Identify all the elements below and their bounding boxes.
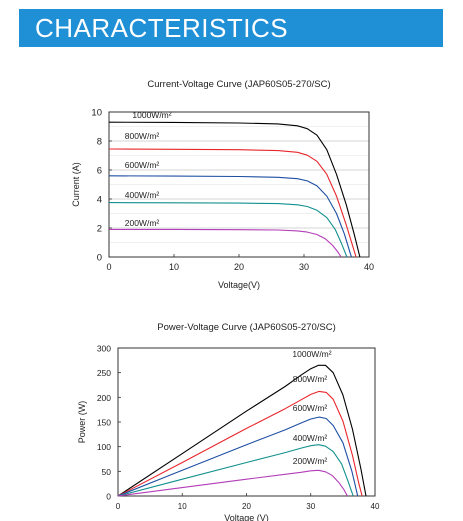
page-title: CHARACTERISTICS	[35, 13, 289, 43]
series-line-4	[117, 469, 348, 497]
x-tick-label: 40	[364, 262, 374, 272]
x-tick-label: 10	[169, 262, 179, 272]
y-tick-label: 50	[102, 467, 112, 477]
power-voltage-chart: Power-Voltage Curve (JAP60S05-270/SC) 0 10…	[77, 322, 380, 521]
x-tick-label: 30	[299, 262, 309, 272]
y-tick-label: 300	[97, 344, 111, 354]
x-tick-label: 20	[234, 262, 244, 272]
series-line-3	[108, 202, 348, 258]
y-tick-label: 8	[97, 137, 102, 148]
x-tick-label: 40	[371, 502, 380, 511]
header-banner: CHARACTERISTICS	[19, 9, 443, 47]
series-label: 200W/m²	[125, 218, 160, 228]
series-label: 1000W/m²	[132, 110, 171, 120]
y-axis-label: Current (A)	[71, 162, 81, 207]
series-label: 1000W/m²	[292, 349, 331, 359]
x-axis-label: Voltage(V)	[218, 280, 260, 290]
series-line-1	[117, 390, 363, 497]
x-tick-label: 20	[242, 502, 251, 511]
series-line-1	[108, 148, 357, 258]
y-axis-label: Power (W)	[77, 401, 87, 444]
x-tick-label: 10	[178, 502, 187, 511]
series-line-2	[108, 175, 352, 258]
x-tick-label: 0	[106, 262, 111, 272]
x-tick-label: 0	[116, 502, 121, 511]
series-line-3	[117, 444, 354, 497]
y-tick-label: 150	[97, 418, 111, 428]
y-tick-label: 250	[97, 368, 111, 378]
y-tick-label: 100	[97, 442, 111, 452]
y-tick-label: 2	[97, 224, 102, 235]
y-tick-label: 0	[97, 253, 102, 264]
chart-title: Power-Voltage Curve (JAP60S05-270/SC)	[157, 322, 335, 333]
series-label: 200W/m²	[293, 456, 328, 466]
current-voltage-chart: Current-Voltage Curve (JAP60S05-270/SC) 0…	[71, 79, 374, 290]
series-label: 600W/m²	[125, 160, 160, 170]
series-line-4	[109, 228, 342, 258]
series-line-2	[117, 416, 359, 497]
series-label: 400W/m²	[293, 433, 328, 443]
y-tick-label: 0	[106, 492, 111, 502]
series-line-0	[117, 364, 367, 497]
x-axis-label: Voltage (V)	[224, 513, 269, 521]
series-label: 800W/m²	[293, 374, 328, 384]
series-label: 400W/m²	[125, 190, 160, 200]
series-label: 800W/m²	[125, 131, 160, 141]
series-line-0	[108, 121, 361, 258]
y-tick-label: 6	[97, 166, 102, 177]
chart-title: Current-Voltage Curve (JAP60S05-270/SC)	[147, 79, 330, 90]
series-label: 600W/m²	[293, 403, 328, 413]
x-tick-label: 30	[306, 502, 315, 511]
plot-frame	[117, 347, 376, 497]
y-tick-label: 200	[97, 393, 111, 403]
y-tick-label: 4	[97, 195, 102, 206]
y-tick-label: 10	[91, 108, 102, 119]
